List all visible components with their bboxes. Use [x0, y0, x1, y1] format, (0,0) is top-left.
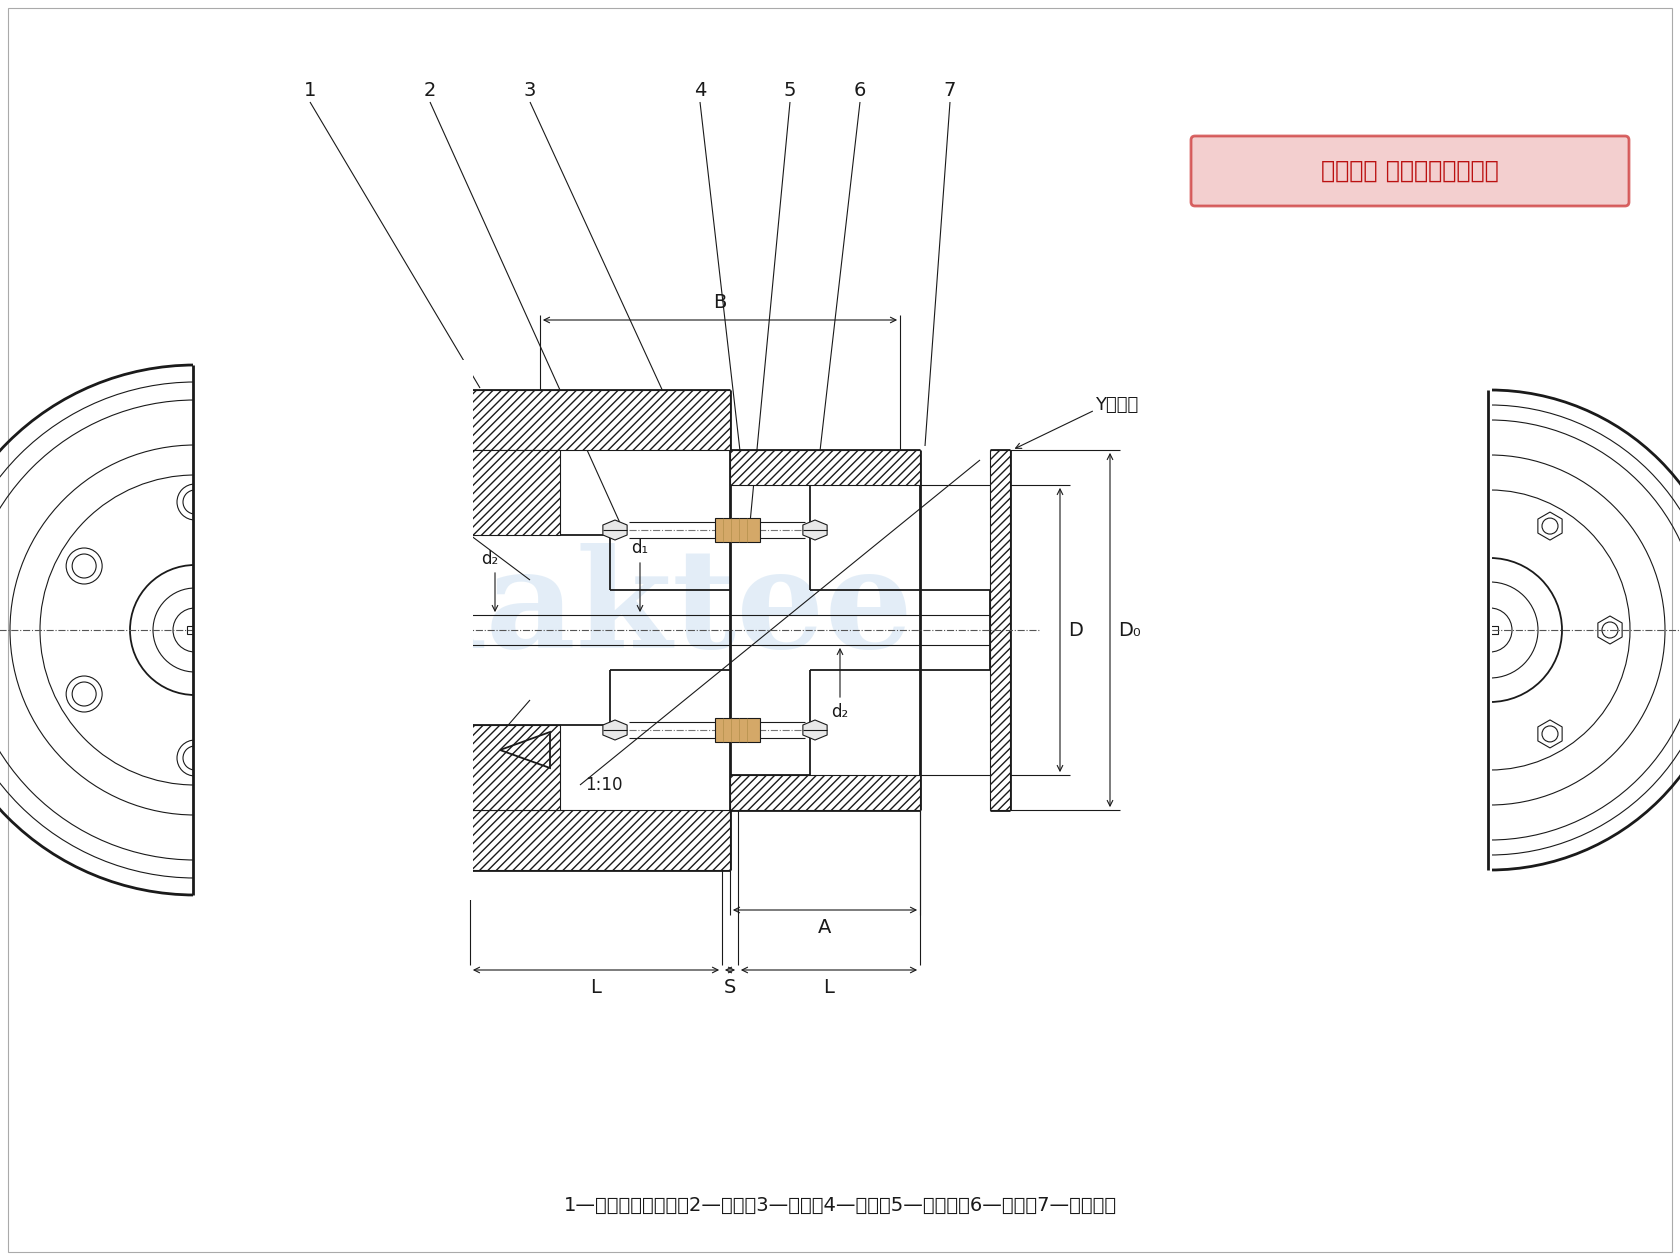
- Text: Z型轴孔: Z型轴孔: [360, 806, 405, 824]
- Bar: [716, 718, 759, 742]
- Circle shape: [1362, 622, 1378, 638]
- Circle shape: [176, 484, 213, 520]
- Text: A: A: [818, 919, 832, 937]
- Polygon shape: [1537, 512, 1562, 541]
- Polygon shape: [1418, 512, 1441, 541]
- Circle shape: [72, 554, 96, 578]
- Polygon shape: [1598, 616, 1623, 644]
- Text: 1: 1: [304, 81, 316, 100]
- Polygon shape: [603, 719, 627, 740]
- Text: D₀: D₀: [1117, 620, 1141, 640]
- Bar: [470, 450, 559, 536]
- Text: Y型轴孔: Y型轴孔: [1095, 396, 1139, 415]
- Polygon shape: [603, 520, 627, 541]
- Text: 1:10: 1:10: [585, 776, 623, 794]
- Text: 5: 5: [785, 81, 796, 100]
- Circle shape: [287, 677, 324, 712]
- Text: L: L: [591, 978, 601, 997]
- Text: S: S: [724, 978, 736, 997]
- Circle shape: [1542, 518, 1557, 534]
- Bar: [470, 391, 731, 450]
- Bar: [193, 360, 474, 900]
- Bar: [186, 626, 203, 634]
- Polygon shape: [1537, 719, 1562, 748]
- Circle shape: [72, 682, 96, 706]
- Circle shape: [183, 746, 207, 770]
- Bar: [1240, 381, 1492, 879]
- Bar: [470, 724, 559, 810]
- Circle shape: [1603, 622, 1618, 638]
- Circle shape: [294, 554, 318, 578]
- Circle shape: [1542, 726, 1557, 742]
- Bar: [731, 775, 921, 810]
- Polygon shape: [803, 719, 827, 740]
- Text: 6: 6: [853, 81, 867, 100]
- FancyBboxPatch shape: [1191, 136, 1630, 205]
- Text: 4: 4: [694, 81, 706, 100]
- Bar: [990, 450, 1010, 810]
- Text: d₁: d₁: [632, 539, 648, 557]
- Text: 7: 7: [944, 81, 956, 100]
- Text: J型轴孔: J型轴孔: [360, 491, 398, 509]
- Bar: [731, 450, 921, 485]
- Text: D: D: [1068, 620, 1084, 640]
- Circle shape: [66, 677, 102, 712]
- Circle shape: [183, 490, 207, 514]
- Circle shape: [287, 548, 324, 583]
- Circle shape: [294, 682, 318, 706]
- Polygon shape: [803, 520, 827, 541]
- Text: Raktee: Raktee: [366, 543, 912, 677]
- Text: 版权所有 侵权必被严厉追究: 版权所有 侵权必被严厉追究: [1320, 159, 1499, 183]
- Polygon shape: [1357, 616, 1383, 644]
- Text: d₂: d₂: [482, 551, 499, 568]
- Text: 3: 3: [524, 81, 536, 100]
- Bar: [1482, 626, 1499, 634]
- Text: 1—制动轮半联轴器；2—螺母；3—坤圈；4—挡圈；5—弹性套；6—柱销；7—半联轴器: 1—制动轮半联轴器；2—螺母；3—坤圈；4—挡圈；5—弹性套；6—柱销；7—半联…: [563, 1196, 1117, 1215]
- Circle shape: [176, 740, 213, 776]
- Bar: [470, 810, 731, 869]
- Circle shape: [66, 548, 102, 583]
- Circle shape: [1421, 518, 1438, 534]
- Text: d₂: d₂: [832, 703, 848, 721]
- Circle shape: [1421, 726, 1438, 742]
- Text: 2: 2: [423, 81, 437, 100]
- Polygon shape: [1418, 719, 1441, 748]
- Text: L: L: [823, 978, 835, 997]
- Text: B: B: [714, 294, 727, 312]
- Bar: [716, 518, 759, 542]
